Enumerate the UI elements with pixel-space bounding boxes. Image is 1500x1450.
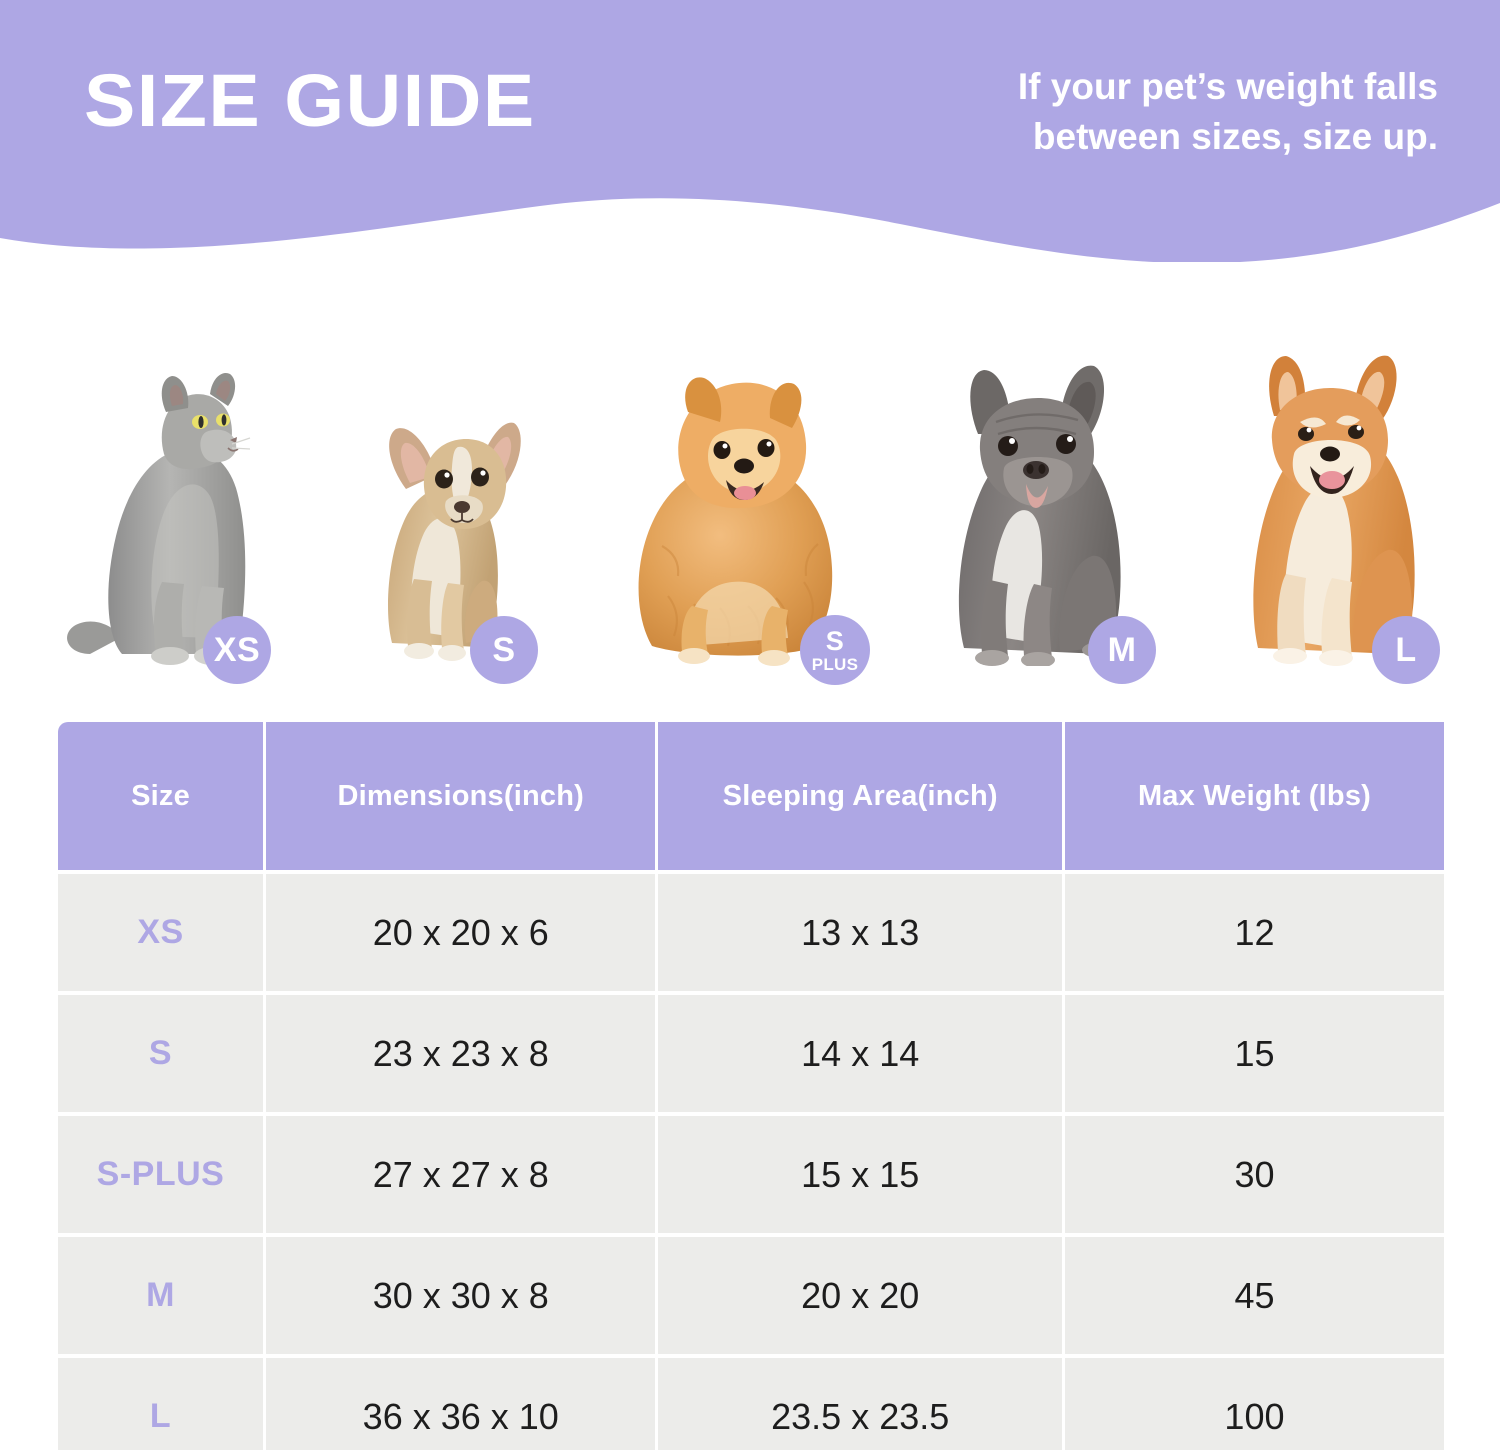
- table-row: S 23 x 23 x 8 14 x 14 15: [58, 995, 1444, 1112]
- header-subtitle-line1: If your pet’s weight falls: [1017, 66, 1438, 107]
- size-badge-m-label: M: [1107, 631, 1137, 669]
- page-title: SIZE GUIDE: [84, 59, 536, 142]
- pet-item-m: M: [920, 288, 1185, 688]
- cell-max-weight: 15: [1064, 995, 1444, 1112]
- cell-size: S: [58, 995, 264, 1112]
- pet-gallery: XS: [0, 268, 1500, 688]
- column-header-dimensions: Dimensions(inch): [266, 722, 656, 870]
- size-badge-xs-label: XS: [213, 631, 261, 669]
- size-badge-s-plus: S PLUS: [800, 615, 870, 685]
- cell-sleeping-area: 14 x 14: [658, 995, 1062, 1112]
- cell-sleeping-area: 13 x 13: [658, 874, 1062, 991]
- cell-dimensions: 27 x 27 x 8: [266, 1116, 656, 1233]
- pomeranian-photo: [638, 377, 833, 666]
- pet-item-s-plus: S PLUS: [608, 288, 873, 688]
- cell-sleeping-area: 15 x 15: [658, 1116, 1062, 1233]
- banner-wave-shape: [0, 0, 1500, 262]
- table-header: Size Dimensions(inch) Sleeping Area(inch…: [58, 722, 1444, 870]
- size-badge-s-plus-label-sub: PLUS: [811, 654, 859, 674]
- column-header-size: Size: [58, 722, 264, 870]
- cell-sleeping-area: 23.5 x 23.5: [658, 1358, 1062, 1450]
- table-row: XS 20 x 20 x 6 13 x 13 12: [58, 874, 1444, 991]
- cell-size: S-PLUS: [58, 1116, 264, 1233]
- size-badge-s-label: S: [492, 631, 516, 669]
- header-subtitle: If your pet’s weight falls between sizes…: [918, 62, 1438, 162]
- table-header-row: Size Dimensions(inch) Sleeping Area(inch…: [58, 722, 1444, 870]
- cell-dimensions: 20 x 20 x 6: [266, 874, 656, 991]
- size-badge-xs: XS: [203, 616, 271, 684]
- column-header-sleeping-area: Sleeping Area(inch): [658, 722, 1062, 870]
- cat-photo: [67, 372, 251, 665]
- cell-dimensions: 30 x 30 x 8: [266, 1237, 656, 1354]
- table-row: S-PLUS 27 x 27 x 8 15 x 15 30: [58, 1116, 1444, 1233]
- cell-max-weight: 45: [1064, 1237, 1444, 1354]
- table-row: L 36 x 36 x 10 23.5 x 23.5 100: [58, 1358, 1444, 1450]
- cell-size: L: [58, 1358, 264, 1450]
- size-chart-table: Size Dimensions(inch) Sleeping Area(inch…: [55, 718, 1447, 1450]
- size-badge-s-plus-label-main: S: [825, 625, 845, 656]
- size-badge-l: L: [1372, 616, 1440, 684]
- pet-item-l: L: [1210, 288, 1475, 688]
- cell-max-weight: 100: [1064, 1358, 1444, 1450]
- cell-dimensions: 36 x 36 x 10: [266, 1358, 656, 1450]
- cell-sleeping-area: 20 x 20: [658, 1237, 1062, 1354]
- french-bulldog-photo: [958, 365, 1121, 666]
- table-row: M 30 x 30 x 8 20 x 20 45: [58, 1237, 1444, 1354]
- pet-item-s: S: [330, 288, 570, 688]
- cell-dimensions: 23 x 23 x 8: [266, 995, 656, 1112]
- header-subtitle-line2: between sizes, size up.: [1032, 116, 1438, 157]
- header-banner: SIZE GUIDE If your pet’s weight falls be…: [0, 0, 1500, 262]
- size-badge-s: S: [470, 616, 538, 684]
- pet-item-xs: XS: [60, 288, 290, 688]
- shiba-inu-photo: [1253, 355, 1416, 666]
- size-badge-m: M: [1088, 616, 1156, 684]
- cell-size: M: [58, 1237, 264, 1354]
- table-body: XS 20 x 20 x 6 13 x 13 12 S 23 x 23 x 8 …: [58, 874, 1444, 1450]
- column-header-max-weight: Max Weight (lbs): [1064, 722, 1444, 870]
- cell-max-weight: 30: [1064, 1116, 1444, 1233]
- cell-size: XS: [58, 874, 264, 991]
- size-badge-l-label: L: [1395, 631, 1417, 669]
- chihuahua-photo: [388, 422, 521, 661]
- cell-max-weight: 12: [1064, 874, 1444, 991]
